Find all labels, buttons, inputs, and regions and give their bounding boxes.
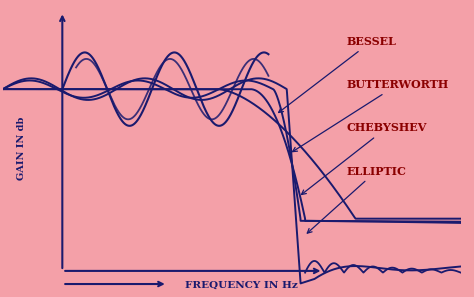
Text: ELLIPTIC: ELLIPTIC [307,166,406,233]
Text: FREQUENCY IN Hz: FREQUENCY IN Hz [184,281,297,290]
Text: CHEBYSHEV: CHEBYSHEV [301,122,427,195]
Text: BUTTERWORTH: BUTTERWORTH [292,79,448,152]
Text: BESSEL: BESSEL [279,36,396,113]
Text: GAIN IN db: GAIN IN db [17,117,26,180]
